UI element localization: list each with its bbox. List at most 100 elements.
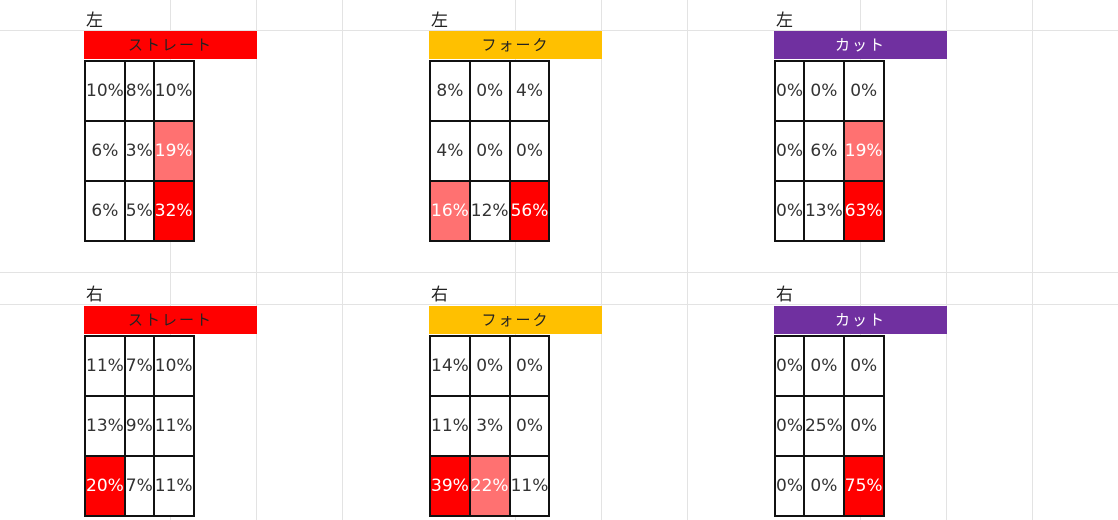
zone-cell[interactable]: 0% [774,335,805,397]
zone-cell[interactable]: 0% [802,60,845,122]
side-label: 右 [86,285,103,305]
zone-heatmap-table: 0% 0% 0% 0% 25% 0% 0% 0% 75% [774,335,885,517]
heatmap-row: 0% 13% 63% [774,180,885,242]
pitch-label: フォーク [429,31,602,59]
gridline [687,0,688,520]
zone-cell[interactable]: 6% [802,120,845,182]
zone-cell[interactable]: 0% [774,180,805,242]
zone-cell[interactable]: 10% [152,335,195,397]
pitch-label: ストレート [84,31,257,59]
side-label: 右 [431,285,448,305]
zone-cell[interactable]: 10% [84,60,126,122]
zone-cell[interactable]: 8% [123,60,155,122]
zone-cell[interactable]: 0% [774,395,805,457]
zone-cell[interactable]: 12% [468,180,511,242]
heatmap-row: 10% 8% 10% [84,60,195,122]
zone-cell[interactable]: 0% [802,335,845,397]
gridline [342,0,343,520]
heatmap-row: 16% 12% 56% [429,180,551,242]
zone-cell[interactable]: 10% [152,60,195,122]
zone-cell[interactable]: 11% [152,395,195,457]
pitch-label: カット [774,31,947,59]
zone-cell[interactable]: 20% [84,455,126,517]
zone-heatmap-table: 11% 7% 10% 13% 9% 11% 20% 7% 11% [84,335,195,517]
pitch-label: フォーク [429,306,602,334]
zone-cell[interactable]: 32% [152,180,195,242]
zone-cell[interactable]: 11% [508,455,551,517]
zone-cell[interactable]: 11% [152,455,195,517]
zone-cell[interactable]: 0% [508,395,551,457]
zone-cell[interactable]: 11% [429,395,471,457]
heatmap-row: 8% 0% 4% [429,60,551,122]
gridline [0,30,1118,31]
zone-cell[interactable]: 0% [802,455,845,517]
gridline [860,0,861,520]
zone-cell[interactable]: 7% [123,335,155,397]
heatmap-row: 0% 0% 75% [774,455,885,517]
zone-cell[interactable]: 9% [123,395,155,457]
zone-cell[interactable]: 0% [468,335,511,397]
zone-cell[interactable]: 0% [842,395,885,457]
zone-heatmap-table: 14% 0% 0% 11% 3% 0% 39% 22% 11% [429,335,551,517]
gridline [946,0,947,520]
heatmap-row: 11% 3% 0% [429,395,551,457]
zone-cell[interactable]: 11% [84,335,126,397]
side-label: 右 [776,285,793,305]
zone-cell[interactable]: 0% [774,455,805,517]
zone-cell[interactable]: 19% [842,120,885,182]
heatmap-row: 0% 0% 0% [774,60,885,122]
gridline [0,304,1118,305]
gridline [256,0,257,520]
zone-cell[interactable]: 16% [429,180,471,242]
zone-cell[interactable]: 0% [508,120,551,182]
zone-cell[interactable]: 22% [468,455,511,517]
heatmap-row: 20% 7% 11% [84,455,195,517]
zone-cell[interactable]: 0% [774,60,805,122]
zone-cell[interactable]: 63% [842,180,885,242]
pitch-label: カット [774,306,947,334]
zone-cell[interactable]: 75% [842,455,885,517]
heatmap-row: 6% 5% 32% [84,180,195,242]
zone-cell[interactable]: 3% [468,395,511,457]
heatmap-row: 0% 25% 0% [774,395,885,457]
zone-cell[interactable]: 13% [802,180,845,242]
zone-cell[interactable]: 0% [842,335,885,397]
zone-cell[interactable]: 7% [123,455,155,517]
heatmap-row: 4% 0% 0% [429,120,551,182]
zone-cell[interactable]: 4% [508,60,551,122]
gridline [1032,0,1033,520]
heatmap-row: 0% 0% 0% [774,335,885,397]
zone-heatmap-table: 10% 8% 10% 6% 3% 19% 6% 5% 32% [84,60,195,242]
zone-cell[interactable]: 0% [774,120,805,182]
side-label: 左 [431,11,448,31]
zone-heatmap-table: 0% 0% 0% 0% 6% 19% 0% 13% 63% [774,60,885,242]
heatmap-row: 0% 6% 19% [774,120,885,182]
side-label: 左 [86,11,103,31]
gridline [515,0,516,520]
zone-cell[interactable]: 0% [842,60,885,122]
heatmap-row: 6% 3% 19% [84,120,195,182]
zone-cell[interactable]: 13% [84,395,126,457]
gridline [0,272,1118,273]
zone-cell[interactable]: 39% [429,455,471,517]
zone-cell[interactable]: 19% [152,120,195,182]
zone-cell[interactable]: 56% [508,180,551,242]
zone-cell[interactable]: 3% [123,120,155,182]
zone-heatmap-table: 8% 0% 4% 4% 0% 0% 16% 12% 56% [429,60,551,242]
zone-cell[interactable]: 25% [802,395,845,457]
zone-cell[interactable]: 6% [84,180,126,242]
zone-cell[interactable]: 8% [429,60,471,122]
zone-cell[interactable]: 0% [508,335,551,397]
heatmap-row: 14% 0% 0% [429,335,551,397]
zone-cell[interactable]: 6% [84,120,126,182]
zone-cell[interactable]: 4% [429,120,471,182]
zone-cell[interactable]: 0% [468,60,511,122]
pitch-label: ストレート [84,306,257,334]
side-label: 左 [776,11,793,31]
heatmap-row: 13% 9% 11% [84,395,195,457]
zone-cell[interactable]: 5% [123,180,155,242]
zone-cell[interactable]: 14% [429,335,471,397]
zone-cell[interactable]: 0% [468,120,511,182]
heatmap-row: 11% 7% 10% [84,335,195,397]
gridline [170,0,171,520]
